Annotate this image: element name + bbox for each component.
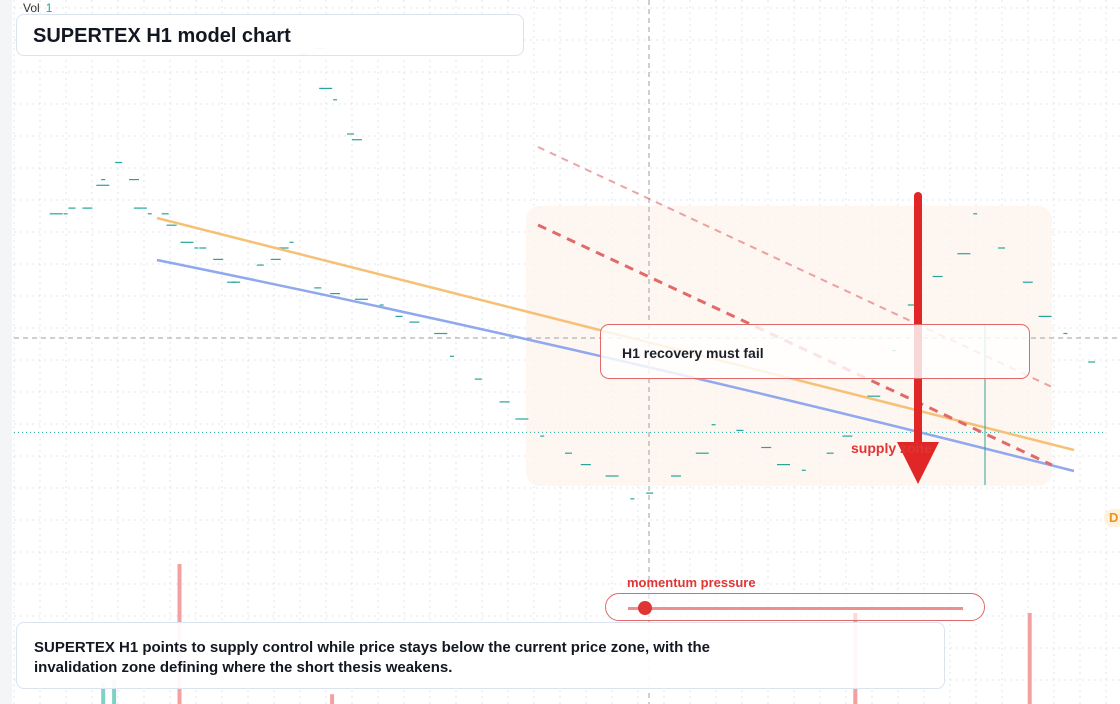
volume-legend-label: Vol — [23, 1, 40, 15]
title-panel: SUPERTEX H1 model chart — [16, 14, 524, 56]
momentum-slider[interactable] — [605, 593, 985, 621]
momentum-label: momentum pressure — [627, 575, 756, 590]
volume-bar — [112, 680, 117, 704]
momentum-knob[interactable] — [637, 601, 652, 615]
chart-title: SUPERTEX H1 model chart — [33, 25, 291, 47]
candles — [49, 30, 1096, 500]
down-arrow-icon — [897, 192, 939, 484]
summary-panel: SUPERTEX H1 points to supply control whi… — [16, 622, 945, 689]
callout-panel: H1 recovery must fail — [600, 324, 1030, 379]
volume-legend-value: 1 — [45, 1, 53, 15]
callout-text: H1 recovery must fail — [622, 345, 764, 361]
axis-tag: D — [1104, 509, 1120, 527]
volume-bar — [1027, 613, 1032, 704]
left-strip — [0, 0, 12, 704]
trendline-lower — [537, 223, 1053, 467]
summary-text: SUPERTEX H1 points to supply control whi… — [34, 639, 710, 676]
momentum-track — [628, 607, 963, 610]
supply-zone-label: supply zone — [851, 440, 932, 456]
volume-bar — [330, 694, 335, 704]
volume-legend: Vol 1 — [23, 1, 52, 15]
arrow-head — [897, 442, 939, 484]
volume-bar — [101, 683, 106, 704]
